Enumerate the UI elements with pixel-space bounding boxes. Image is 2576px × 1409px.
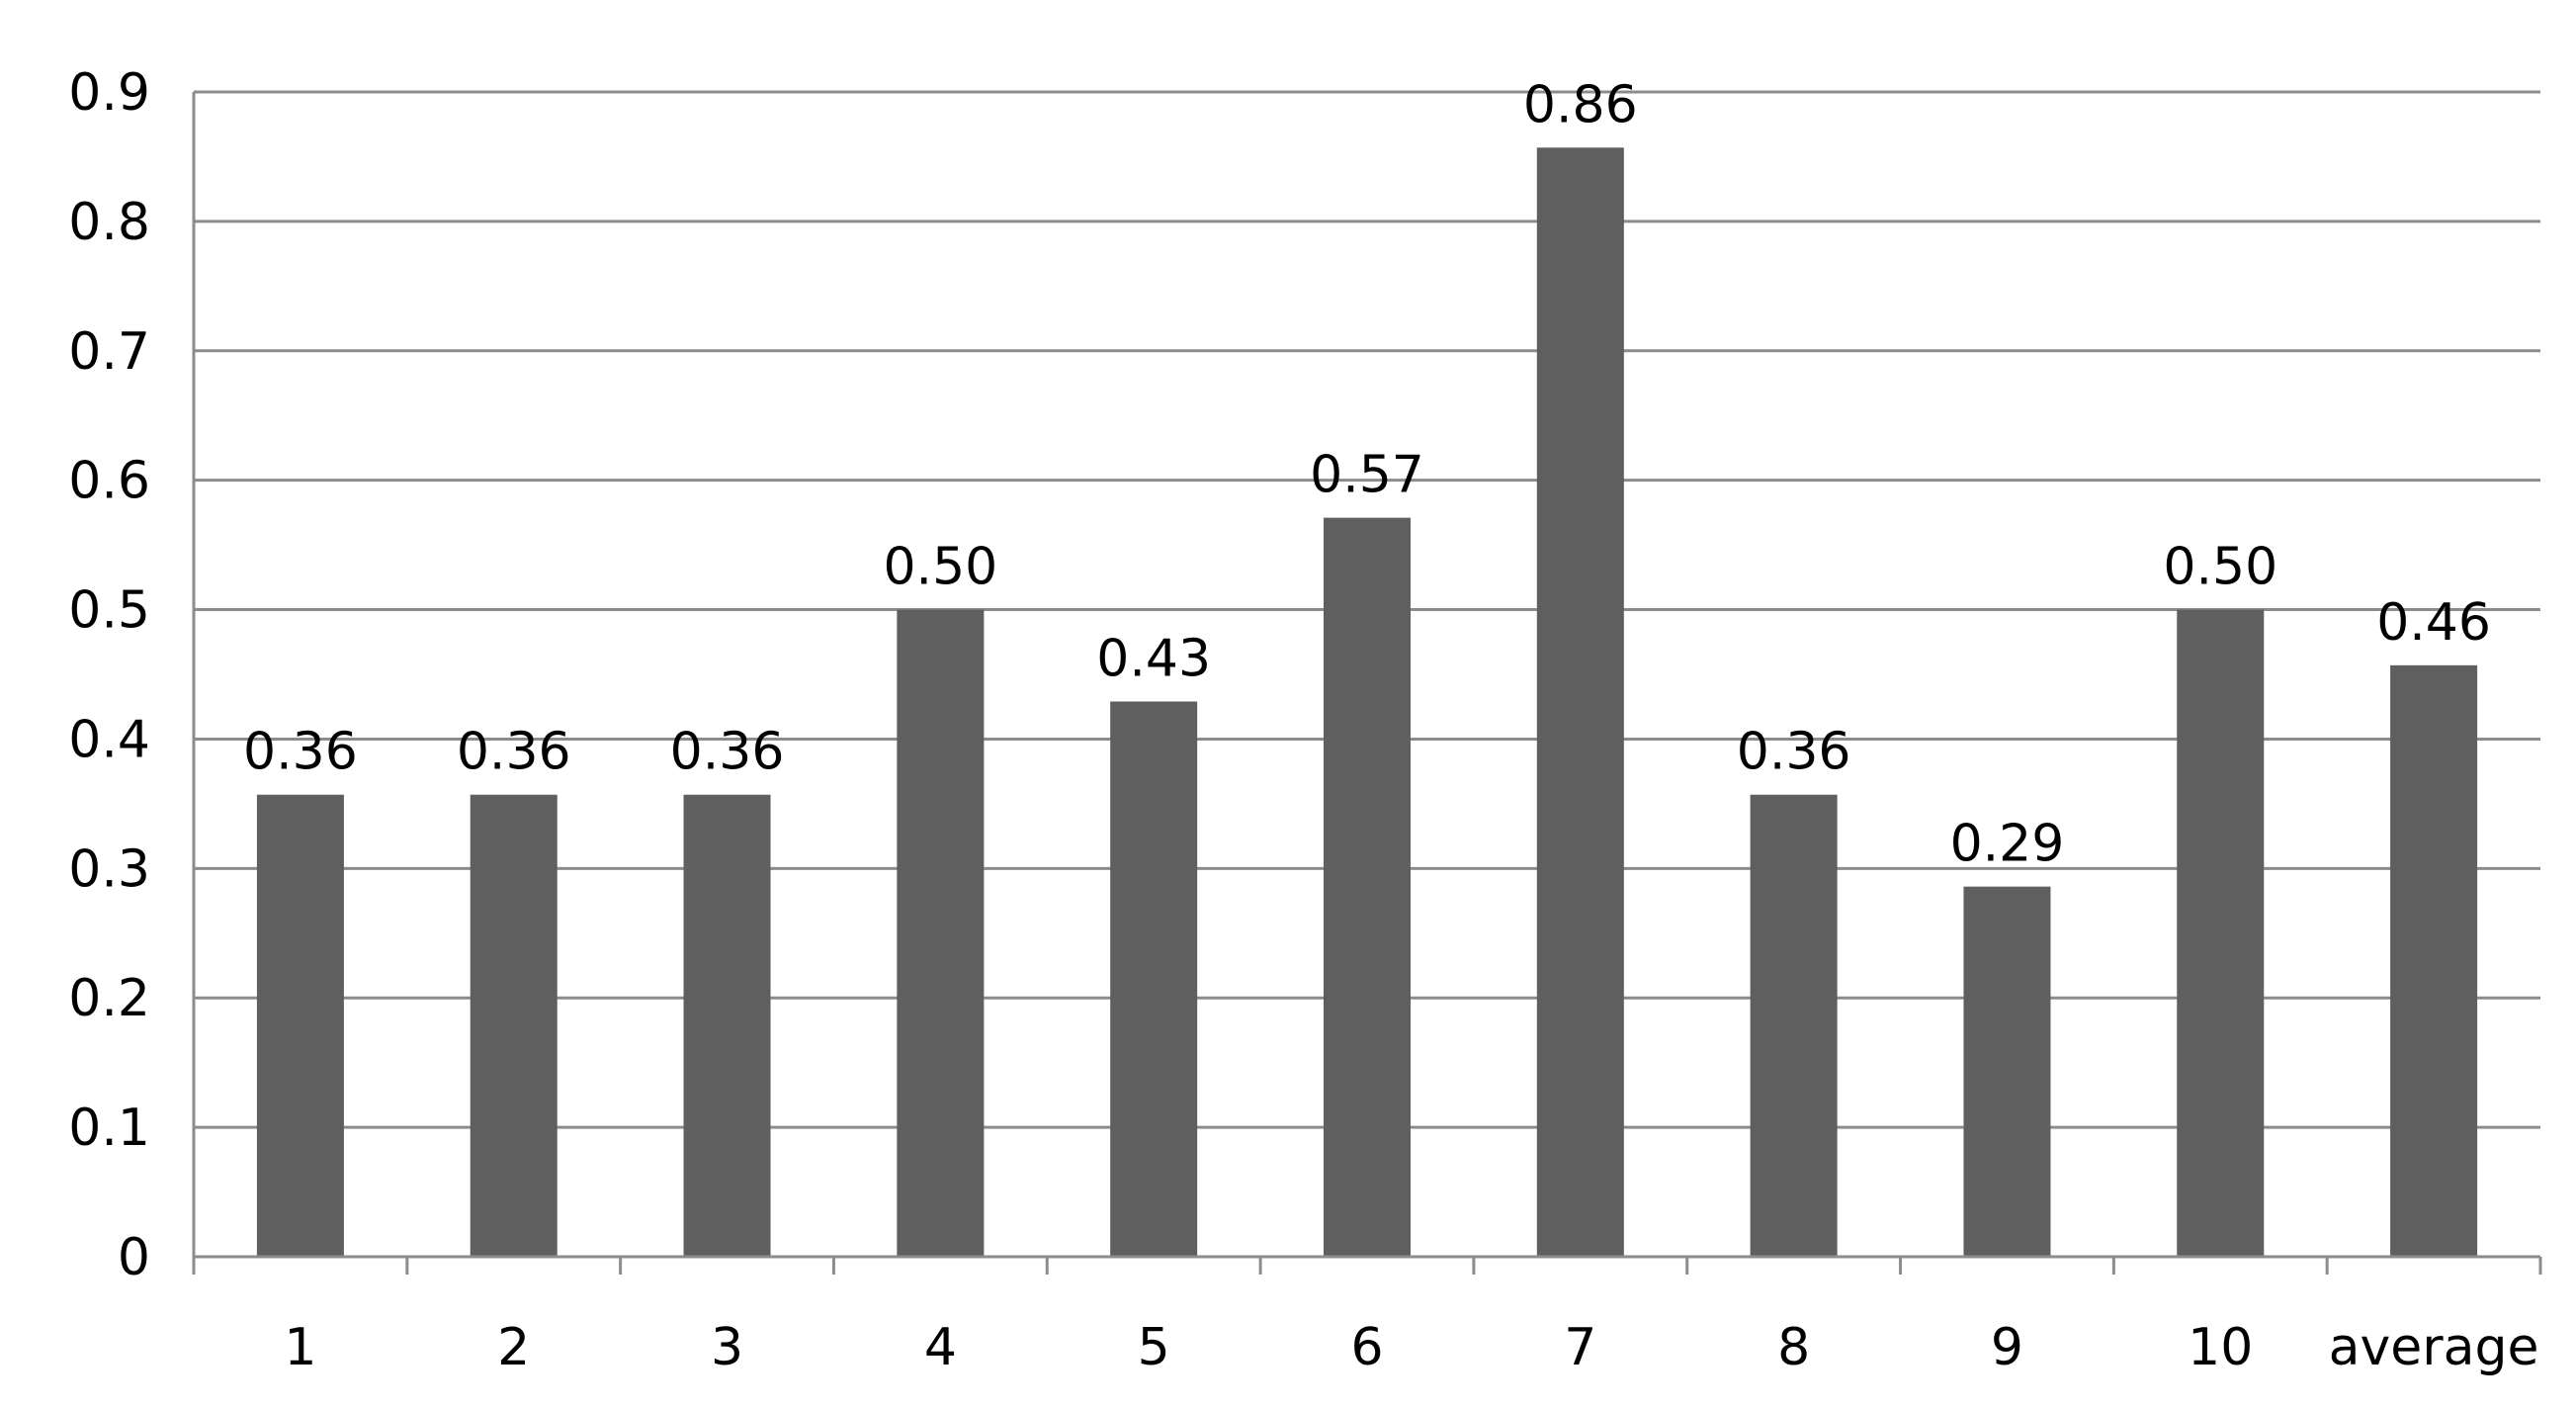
- bar-3: [683, 794, 771, 1257]
- data-label-9: 0.29: [1950, 815, 2065, 874]
- data-labels: 0.36 0.36 0.36 0.50 0.43 0.57 0.86 0.36 0.29 0.50…: [243, 75, 2491, 873]
- x-tick-label-10: 10: [2188, 1318, 2253, 1377]
- data-label-4: 0.50: [883, 538, 997, 597]
- data-label-3: 0.36: [670, 723, 785, 782]
- x-tick-label-5: 5: [1138, 1318, 1170, 1377]
- y-tick-label-2: 0.2: [68, 969, 150, 1028]
- data-label-2: 0.36: [457, 723, 571, 782]
- x-tick-label-average: average: [2329, 1318, 2539, 1377]
- data-label-5: 0.43: [1096, 629, 1211, 688]
- y-tick-label-9: 0.9: [68, 63, 150, 123]
- bar-6: [1324, 517, 1411, 1257]
- x-tick-label-8: 8: [1777, 1318, 1810, 1377]
- x-tick-label-7: 7: [1564, 1318, 1596, 1377]
- x-tick-label-4: 4: [924, 1318, 957, 1377]
- data-label-6: 0.57: [1310, 446, 1424, 505]
- data-label-8: 0.36: [1737, 723, 1851, 782]
- y-tick-label-0: 0: [118, 1228, 150, 1287]
- x-tick-labels: 1 2 3 4 5 6 7 8 9 10 average: [284, 1318, 2538, 1377]
- data-label-7: 0.86: [1523, 75, 1638, 134]
- y-tick-label-3: 0.3: [68, 839, 150, 899]
- x-tick-label-3: 3: [711, 1318, 743, 1377]
- x-tick-label-6: 6: [1350, 1318, 1383, 1377]
- axes: [192, 92, 2542, 1275]
- y-tick-label-8: 0.8: [68, 193, 150, 252]
- y-tick-label-1: 0.1: [68, 1099, 150, 1158]
- y-tick-label-7: 0.7: [68, 322, 150, 382]
- bar-5: [1110, 701, 1198, 1257]
- bars: [256, 147, 2478, 1257]
- bar-7: [1536, 147, 1624, 1257]
- y-tick-label-5: 0.5: [68, 581, 150, 641]
- bar-9: [1963, 886, 2051, 1257]
- data-label-average: 0.46: [2376, 593, 2491, 653]
- bar-4: [897, 609, 985, 1257]
- bar-1: [256, 794, 344, 1257]
- bar-10: [2177, 609, 2265, 1257]
- x-tick-label-9: 9: [1991, 1318, 2023, 1377]
- data-label-10: 0.50: [2163, 538, 2277, 597]
- y-tick-label-4: 0.4: [68, 710, 150, 769]
- bar-2: [470, 794, 558, 1257]
- y-tick-labels: 0 0.1 0.2 0.3 0.4 0.5 0.6 0.7 0.8 0.9: [68, 63, 150, 1287]
- x-tick-label-1: 1: [284, 1318, 316, 1377]
- data-label-1: 0.36: [243, 723, 358, 782]
- bar-8: [1750, 794, 1838, 1257]
- y-tick-label-6: 0.6: [68, 452, 150, 511]
- x-tick-label-2: 2: [497, 1318, 530, 1377]
- bar-average: [2390, 664, 2478, 1257]
